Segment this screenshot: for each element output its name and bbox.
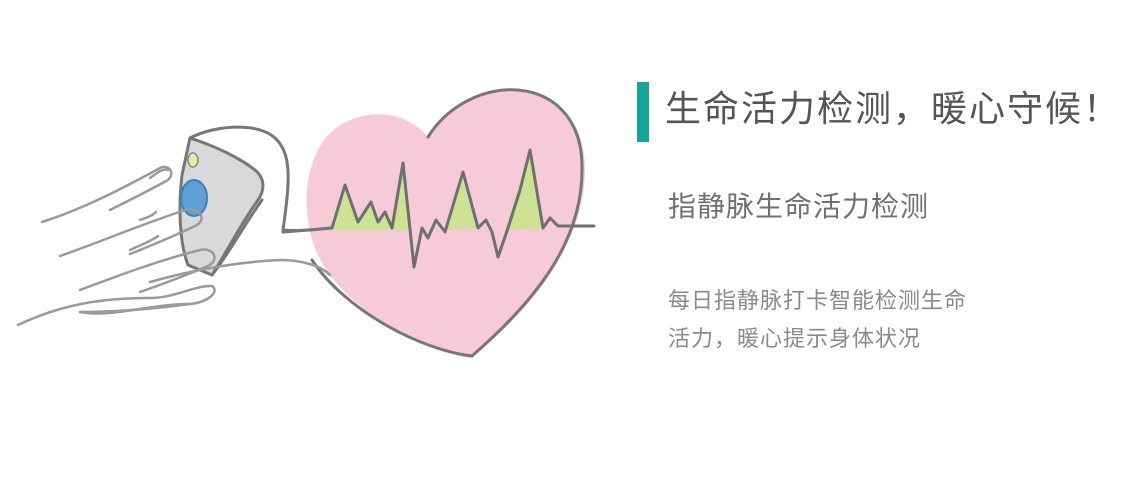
description: 每日指静脉打卡智能检测生命 活力，暖心提示身体状况: [668, 283, 1008, 359]
description-line: 每日指静脉打卡智能检测生命: [668, 289, 968, 314]
hand-with-finger-clip-icon: [16, 125, 332, 327]
page-subtitle: 指静脉生命活力检测: [668, 190, 930, 223]
pulse-fill-shape: [330, 150, 543, 230]
heartbeat-line-icon: [281, 148, 596, 269]
accent-bar: [637, 82, 649, 142]
illustration-svg: [16, 88, 596, 359]
page-title: 生命活力检测，暖心守候！: [665, 89, 1122, 130]
description-line: 活力，暖心提示身体状况: [668, 327, 922, 352]
illustration: [0, 60, 610, 380]
